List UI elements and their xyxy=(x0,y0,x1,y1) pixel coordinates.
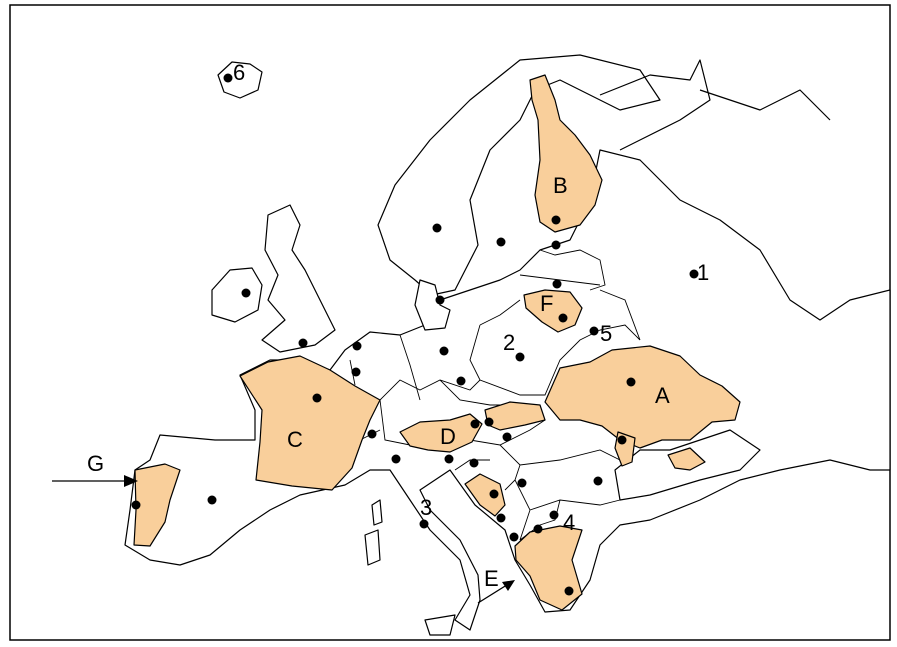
capital-dot xyxy=(484,417,494,427)
capital-dot xyxy=(517,478,527,488)
capital-dot xyxy=(432,223,442,233)
capital-dot xyxy=(298,338,308,348)
label-2: 2 xyxy=(503,330,515,355)
capital-dot xyxy=(533,524,543,534)
bosnia xyxy=(464,473,506,517)
iceland xyxy=(217,61,263,99)
capital-dot xyxy=(496,237,506,247)
capital-dots xyxy=(131,73,699,596)
capital-dot xyxy=(593,476,603,486)
capital-dot xyxy=(207,495,217,505)
ireland xyxy=(211,267,263,323)
capital-dot xyxy=(352,341,362,351)
country-g-portugal xyxy=(133,463,181,547)
crimea xyxy=(667,447,706,471)
capital-dot xyxy=(626,377,636,387)
label-a: A xyxy=(655,383,670,408)
arrow-e xyxy=(477,580,515,604)
capital-dot xyxy=(496,513,506,523)
capital-dot xyxy=(351,367,361,377)
country-a-ukraine xyxy=(544,345,741,449)
capital-dot xyxy=(551,215,561,225)
capital-dot xyxy=(367,429,377,439)
capital-dot xyxy=(469,458,479,468)
country-b-finland xyxy=(529,74,603,233)
label-6: 6 xyxy=(233,60,245,85)
capital-dot xyxy=(131,500,141,510)
label-3: 3 xyxy=(420,495,432,520)
capital-dot xyxy=(444,454,454,464)
country-f-lithuania xyxy=(523,289,583,333)
capital-dot xyxy=(456,376,466,386)
label-5: 5 xyxy=(600,321,612,346)
label-b: B xyxy=(553,173,568,198)
capital-dot xyxy=(551,240,561,250)
capital-dot xyxy=(558,313,568,323)
capital-dot xyxy=(435,295,445,305)
capital-dot xyxy=(502,432,512,442)
label-4: 4 xyxy=(563,510,575,535)
capital-dot xyxy=(564,586,574,596)
capital-dot xyxy=(549,510,559,520)
internal-borders xyxy=(349,249,641,541)
scandinavia xyxy=(377,54,661,296)
arrow-g xyxy=(52,475,138,487)
capital-dot xyxy=(312,393,322,403)
capital-dot xyxy=(223,73,233,83)
capital-dot xyxy=(489,489,499,499)
sardinia xyxy=(364,529,381,566)
label-c: C xyxy=(287,427,303,452)
capital-dot xyxy=(391,454,401,464)
capital-dot xyxy=(419,519,429,529)
label-g: G xyxy=(87,451,104,476)
capital-dot xyxy=(617,435,627,445)
denmark xyxy=(414,279,451,331)
capital-dot xyxy=(470,419,480,429)
capital-dot xyxy=(689,269,699,279)
capital-dot xyxy=(515,352,525,362)
sicily xyxy=(424,614,456,636)
russia-north-coast xyxy=(599,59,831,151)
capital-dot xyxy=(589,326,599,336)
label-1: 1 xyxy=(697,260,709,285)
label-f: F xyxy=(540,291,553,316)
capital-dot xyxy=(241,288,251,298)
label-e: E xyxy=(484,566,499,591)
corsica xyxy=(371,499,383,526)
country-c-france xyxy=(239,355,381,491)
label-d: D xyxy=(440,424,456,449)
capital-dot xyxy=(552,279,562,289)
capital-dot xyxy=(439,346,449,356)
great-britain xyxy=(261,204,336,353)
country-d-austria xyxy=(399,413,483,453)
capital-dot xyxy=(509,532,519,542)
